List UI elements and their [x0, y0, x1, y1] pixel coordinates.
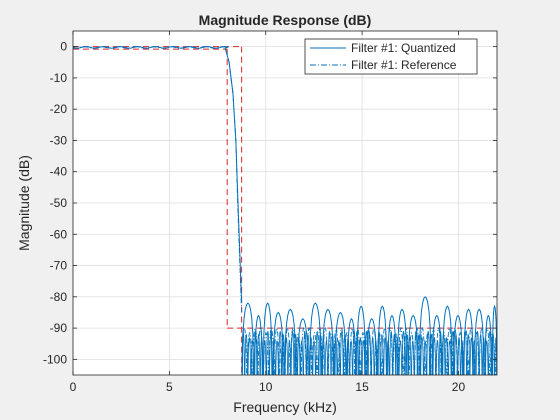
y-tick-label: -10: [50, 71, 68, 85]
legend-label-reference: Filter #1: Reference: [351, 58, 457, 72]
x-tick-label: 5: [166, 380, 173, 394]
legend-box: [304, 38, 478, 75]
y-tick-label: 0: [60, 40, 67, 54]
x-tick-label: 0: [70, 380, 77, 394]
y-tick-label: -80: [50, 290, 68, 304]
y-tick-label: -60: [50, 227, 68, 241]
quantized-series: [73, 46, 497, 375]
y-axis-ticks: 0 -10 -20 -30 -40 -50 -60 -70 -80 -90 -100: [43, 40, 497, 366]
x-tick-label: 20: [452, 380, 466, 394]
y-tick-label: -20: [50, 102, 68, 116]
x-axis-label: Frequency (kHz): [233, 399, 336, 415]
grid-lines: [72, 31, 497, 375]
quantized-line: [73, 46, 243, 304]
y-tick-label: -100: [43, 352, 67, 366]
y-tick-label: -40: [50, 165, 68, 179]
y-axis-label: Magnitude (dB): [16, 155, 32, 251]
chart-title: Magnitude Response (dB): [199, 12, 372, 28]
x-tick-label: 15: [355, 380, 369, 394]
y-tick-label: -90: [50, 321, 68, 335]
x-axis-ticks: 0 5 10 15 20: [70, 31, 466, 394]
quantized-stopband-fine-line: [241, 331, 497, 375]
legend-label-quantized: Filter #1: Quantized: [351, 41, 456, 55]
x-tick-label: 10: [259, 380, 273, 394]
legend[interactable]: Filter #1: Quantized Filter #1: Referenc…: [304, 38, 478, 75]
y-tick-label: -70: [50, 259, 68, 273]
y-tick-label: -30: [50, 133, 68, 147]
y-tick-label: -50: [50, 196, 68, 210]
